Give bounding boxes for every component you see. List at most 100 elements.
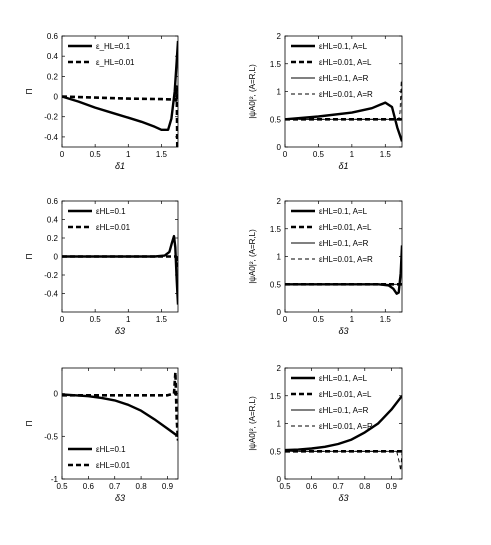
series-line-1 (62, 85, 178, 147)
series-line-0 (285, 395, 402, 452)
legend-label: εHL=0.1, A=R (319, 74, 369, 83)
y-tick-label: -0.4 (44, 133, 58, 142)
y-tick-label: 0.2 (47, 234, 59, 243)
y-axis-label: |ψA0|², (A=R,L) (248, 396, 257, 451)
x-tick-label: 0 (283, 315, 288, 324)
y-tick-label: 0 (54, 390, 59, 399)
x-tick-label: 0.5 (90, 315, 102, 324)
series-line-0 (285, 245, 402, 295)
legend-label: εHL=0.01 (96, 461, 131, 470)
series-line-3 (285, 79, 402, 120)
x-tick-label: 1 (350, 150, 355, 159)
series-line-0 (62, 234, 178, 305)
x-tick-label: 0.5 (313, 150, 325, 159)
x-tick-label: 0.7 (333, 482, 345, 491)
legend-label: εHL=0.1, A=R (319, 406, 369, 415)
y-tick-label: 1 (277, 420, 282, 429)
x-axis-label: δ3 (338, 493, 348, 503)
x-tick-label: 0.6 (306, 482, 318, 491)
x-tick-label: 0 (60, 150, 65, 159)
y-tick-label: -0.5 (44, 432, 58, 441)
legend-label: εHL=0.1, A=L (319, 207, 368, 216)
legend-label: εHL=0.01, A=L (319, 390, 372, 399)
x-tick-label: 1 (126, 315, 131, 324)
x-axis-label: δ1 (338, 161, 348, 171)
y-tick-label: -0.2 (44, 113, 58, 122)
y-tick-label: 0.4 (47, 52, 59, 61)
y-tick-label: 0.6 (47, 197, 59, 206)
legend-label: εHL=0.01 (96, 223, 131, 232)
y-tick-label: 2 (277, 364, 282, 373)
y-tick-label: 0.6 (47, 32, 59, 41)
y-tick-label: 2 (277, 32, 282, 41)
x-tick-label: 1.5 (156, 315, 168, 324)
x-axis-label: δ3 (338, 326, 348, 336)
series-line-3 (285, 450, 402, 472)
y-tick-label: 0 (277, 308, 282, 317)
panel-p1: 0 0.5 1 1.5 0.6 0.4 0.2 0 -0.2 -0.4 δ1 Πε_HL=0.1 ε_H… (25, 32, 179, 171)
y-axis-label: |ψA0|², (A=R,L) (248, 229, 257, 284)
panel-p4: 0 0.5 1 1.5 2 1.5 1 0.5 0 δ3 |ψA0|², (A=R,L) εHL=0.… (248, 197, 403, 336)
y-tick-label: 1 (277, 253, 282, 262)
y-tick-label: 2 (277, 197, 282, 206)
series-line-0 (285, 101, 402, 142)
y-axis-label: Π (25, 88, 34, 94)
legend-label: εHL=0.1 (96, 207, 126, 216)
x-tick-label: 1 (350, 315, 355, 324)
panel-p2: 0 0.5 1 1.5 2 1.5 1 0.5 0 δ1 |ψA0|², (A=R,L) εHL=0.… (248, 32, 403, 171)
legend-label: εHL=0.1, A=L (319, 42, 368, 51)
legend-label: εHL=0.01, A=L (319, 58, 372, 67)
x-tick-label: 0.8 (359, 482, 371, 491)
series-line-0 (62, 393, 178, 438)
legend-label: εHL=0.01, A=R (319, 422, 373, 431)
y-tick-label: 0 (54, 253, 59, 262)
x-tick-label: 0.9 (162, 482, 174, 491)
legend-label: ε_HL=0.1 (96, 42, 131, 51)
legend-label: ε_HL=0.01 (96, 58, 135, 67)
legend-label: εHL=0.1, A=R (319, 239, 369, 248)
y-tick-label: 0.4 (47, 216, 59, 225)
x-axis-label: δ3 (115, 493, 125, 503)
y-tick-label: 0 (277, 143, 282, 152)
x-tick-label: 0.5 (90, 150, 102, 159)
x-axis-label: δ1 (115, 161, 125, 171)
y-tick-label: 1.5 (270, 392, 282, 401)
x-tick-label: 1.5 (380, 150, 392, 159)
x-tick-label: 0.5 (56, 482, 68, 491)
x-tick-label: 0.7 (109, 482, 121, 491)
y-tick-label: -0.2 (44, 271, 58, 280)
series-line-1 (62, 255, 178, 268)
y-tick-label: 1.5 (270, 225, 282, 234)
x-tick-label: 1.5 (156, 150, 168, 159)
series-line-1 (62, 370, 178, 441)
y-tick-label: 0 (54, 93, 59, 102)
y-tick-label: 0.5 (270, 115, 282, 124)
y-axis-label: Π (25, 253, 34, 259)
y-tick-label: 0.5 (270, 280, 282, 289)
y-tick-label: 0.5 (270, 447, 282, 456)
x-tick-label: 1 (126, 150, 131, 159)
y-tick-label: -1 (51, 475, 59, 484)
x-tick-label: 0.5 (313, 315, 325, 324)
x-tick-label: 1.5 (380, 315, 392, 324)
legend-label: εHL=0.1 (96, 445, 126, 454)
legend-label: εHL=0.01, A=L (319, 223, 372, 232)
axes-box (61, 35, 179, 148)
x-tick-label: 0.9 (386, 482, 398, 491)
legend-label: εHL=0.1, A=L (319, 374, 368, 383)
y-axis-label: Π (25, 420, 34, 426)
y-axis-label: |ψA0|², (A=R,L) (248, 64, 257, 119)
y-tick-label: 0 (277, 475, 282, 484)
x-tick-label: 0.6 (83, 482, 95, 491)
y-tick-label: 1 (277, 88, 282, 97)
y-tick-label: 0.2 (47, 72, 59, 81)
legend-label: εHL=0.01, A=R (319, 255, 373, 264)
x-tick-label: 0 (60, 315, 65, 324)
legend-label: εHL=0.01, A=R (319, 90, 373, 99)
x-tick-label: 0.8 (136, 482, 148, 491)
x-tick-label: 0.5 (279, 482, 291, 491)
y-tick-label: 1.5 (270, 60, 282, 69)
